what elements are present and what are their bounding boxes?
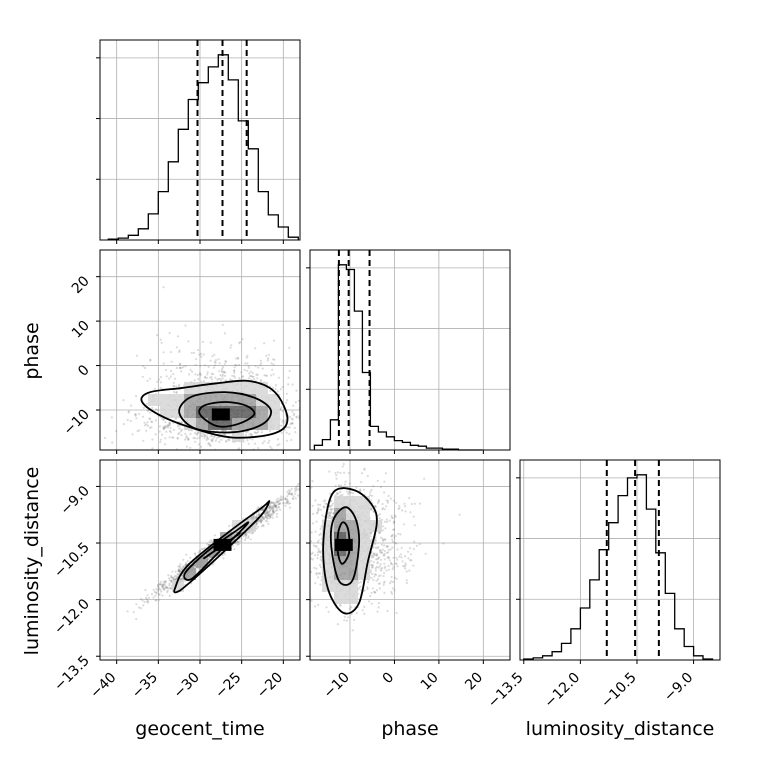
contour-level-3: [173, 500, 271, 594]
density-cell: [232, 382, 244, 394]
density-cell: [148, 394, 160, 406]
density-peak: [334, 538, 353, 551]
scatter-points: [103, 286, 300, 450]
density-cell: [232, 430, 244, 442]
density-cell: [358, 532, 370, 544]
density-cell: [172, 406, 184, 418]
y-axis-label-luminosity-distance: luminosity_distance: [21, 467, 43, 656]
joint-panel-geocent_time-phase: [103, 286, 300, 450]
density-cell: [160, 394, 172, 406]
contour-level-3: [140, 379, 289, 439]
density-cell: [346, 592, 358, 604]
density-cell: [220, 382, 232, 394]
x-tick-label-phase: −10: [321, 670, 353, 702]
panel-frame-luminosity_distance: [519, 459, 721, 661]
x-tick-label-phase: 0: [380, 669, 398, 687]
density-cell: [196, 394, 208, 406]
x-tick-label-luminosity_distance: −13.5: [485, 670, 527, 712]
x-tick-label-luminosity_distance: −12.0: [542, 670, 584, 712]
density-cell: [184, 382, 196, 394]
x-tick-label-luminosity_distance: −9.0: [661, 670, 696, 705]
joint-panel-phase-luminosity_distance: [310, 462, 461, 632]
axis-label-phase: phase: [381, 718, 438, 740]
density-peak: [211, 408, 230, 421]
x-tick-label-geocent_time: −25: [212, 670, 244, 702]
axis-label-geocent-time: geocent_time: [135, 718, 264, 740]
y-tick-label-luminosity_distance: −12.0: [51, 596, 93, 638]
contour-level-2: [183, 521, 250, 581]
y-tick-label-phase: 10: [69, 318, 93, 342]
density-cell: [358, 520, 370, 532]
contour-level-3: [322, 487, 378, 615]
density-cell: [358, 496, 370, 508]
contour-level-1: [336, 521, 351, 565]
x-tick-label-geocent_time: −20: [254, 669, 286, 701]
histogram-phase: [313, 264, 483, 451]
density-cell: [268, 394, 280, 406]
y-tick-label-luminosity_distance: −9.0: [57, 483, 92, 518]
density-cell: [346, 520, 358, 532]
density-cell: [358, 544, 370, 556]
density-cell: [220, 394, 232, 406]
density-cell: [208, 418, 220, 430]
contour-level-1: [198, 401, 256, 428]
density-cell: [256, 406, 268, 418]
contour-level-2: [329, 506, 360, 586]
density-cell: [184, 406, 196, 418]
y-tick-label-phase: 0: [75, 362, 93, 380]
x-tick-label-phase: 20: [462, 669, 486, 693]
density-cell: [172, 394, 184, 406]
joint-panel-geocent_time-luminosity_distance: [126, 482, 300, 621]
y-axis-label-phase: phase: [21, 322, 43, 379]
y-tick-label-luminosity_distance: −10.5: [51, 540, 93, 582]
density-cell: [334, 592, 346, 604]
density-cell: [322, 556, 334, 568]
histogram-geocent_time: [107, 54, 299, 240]
density-cell: [232, 406, 244, 418]
density-cell: [346, 580, 358, 592]
x-tick-label-geocent_time: −40: [87, 670, 119, 702]
panel-frame-phase-luminosity_distance: [309, 459, 511, 661]
density-cell: [334, 508, 346, 520]
density-cell: [268, 418, 280, 430]
contour-level-2: [178, 391, 273, 434]
panel-frame-phase: [309, 249, 511, 451]
density-cell: [358, 568, 370, 580]
density-cell: [346, 496, 358, 508]
density-cell: [244, 382, 256, 394]
histogram-luminosity_distance: [523, 474, 714, 660]
x-tick-label-phase: 10: [418, 670, 442, 694]
axis-label-luminosity-distance: luminosity_distance: [526, 718, 715, 740]
x-tick-label-geocent_time: −30: [171, 670, 203, 702]
density-cell: [334, 496, 346, 508]
y-tick-label-phase: 20: [69, 273, 93, 297]
density-cell: [334, 580, 346, 592]
density-cell: [346, 556, 358, 568]
density-cell: [358, 508, 370, 520]
density-cell: [196, 418, 208, 430]
density-cell: [160, 406, 172, 418]
x-tick-label-geocent_time: −35: [129, 669, 161, 701]
x-tick-label-luminosity_distance: −10.5: [598, 670, 640, 712]
y-tick-label-luminosity_distance: −13.5: [51, 653, 93, 695]
y-tick-label-phase: −10: [61, 407, 93, 439]
density-cell: [208, 382, 220, 394]
